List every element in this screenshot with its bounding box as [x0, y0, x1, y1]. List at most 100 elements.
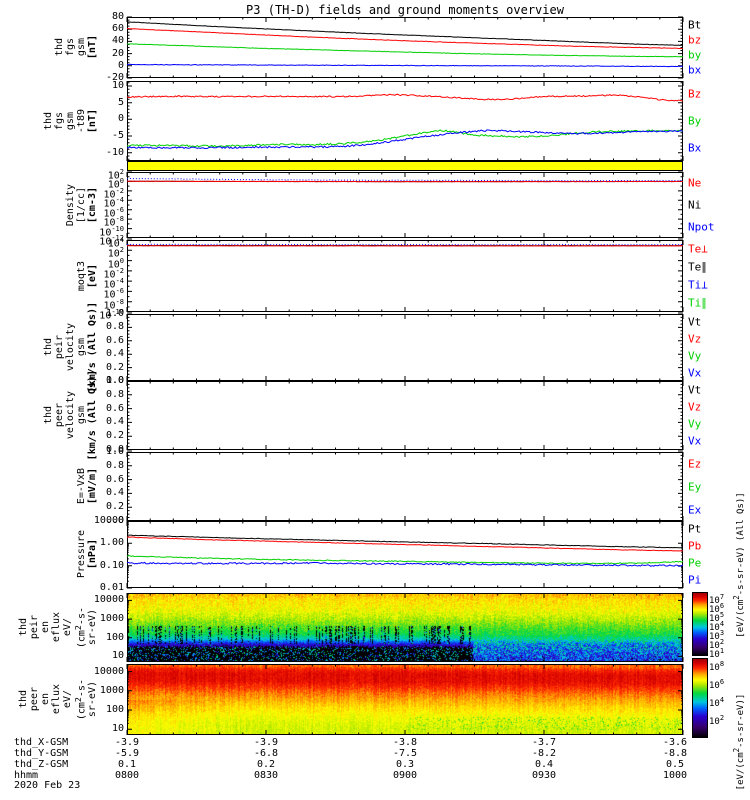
legend-label-bx: bx — [688, 63, 702, 77]
axis-row-value: 0.4 — [534, 759, 554, 770]
y-tick-label: 10-8 — [103, 215, 124, 229]
ylabel-line: peer — [28, 687, 40, 712]
ylabel-line: eflux — [50, 612, 62, 643]
ylabel-line: moqt3 — [76, 260, 87, 292]
axis-row-label-hhmm: hhmm — [14, 770, 39, 781]
date-label: 2020 Feb 23 — [14, 780, 81, 791]
axis-row-value: 0.2 — [256, 759, 276, 770]
y-tick-label: 80 — [111, 11, 124, 22]
series-by — [126, 43, 683, 58]
ylabel-line: thd — [43, 111, 54, 131]
panel-ylabel-peer-velocity: thd peer velocity gsm [km/s (All Qs)] — [26, 370, 98, 460]
y-tick-label: 10-2 — [103, 187, 124, 201]
legend-label-Pi: Pi — [688, 573, 702, 587]
y-tick-label: 1.0 — [105, 446, 124, 457]
legend-label-Ti∥: Ti∥ — [688, 296, 707, 310]
y-tick-label: 1.0 — [105, 308, 124, 319]
axis-row-label-thd_X-GSM: thd_X-GSM — [14, 737, 69, 748]
series-By — [126, 129, 684, 148]
y-tick-label: 10.00 — [93, 515, 124, 526]
y-tick-label: 5 — [117, 97, 124, 108]
ylabel-line: gsm — [76, 38, 87, 57]
axis-row-value: 0830 — [253, 770, 279, 781]
y-tick-label: 102 — [107, 246, 124, 260]
ylabel-line: velocity — [65, 323, 76, 372]
legend-label-Te⊥: Te⊥ — [688, 242, 708, 256]
y-tick-label: 0.6 — [105, 335, 124, 346]
series-Tiperp — [126, 243, 684, 246]
y-tick-label: 10 — [111, 650, 124, 661]
axis-row-value: -8.2 — [531, 748, 557, 759]
y-tick-label: 0.6 — [105, 403, 124, 414]
y-tick-label: 10-8 — [103, 298, 124, 312]
legend-label-Pe: Pe — [688, 556, 702, 570]
y-tick-label: 0.0 — [105, 444, 124, 455]
axis-row-value: 0900 — [392, 770, 418, 781]
y-tick-label: 100 — [105, 704, 124, 715]
ylabel-line: Density — [65, 183, 76, 227]
y-tick-label: 1000 — [99, 685, 124, 696]
y-tick-label: 0.0 — [105, 515, 124, 526]
colorbar-unit-label: [eV/(cm2-s-sr-eV)] — [732, 693, 746, 791]
ylabel-line: gsm — [76, 406, 87, 425]
ylabel-line: peir — [54, 335, 65, 360]
spectrogram-canvas-peir-en-eflux — [128, 594, 683, 662]
axis-row-value: -6.8 — [253, 748, 279, 759]
y-tick-label: 0 — [117, 60, 124, 71]
legend-label-Pt: Pt — [688, 522, 702, 536]
panel-frame-peer-velocity — [127, 381, 683, 450]
ylabel-line: gsm — [76, 338, 87, 357]
y-tick-label: 10000 — [93, 666, 124, 677]
y-tick-label: 0.2 — [105, 501, 124, 512]
axis-row-value: 0.5 — [665, 759, 685, 770]
legend-label-Pb: Pb — [688, 539, 702, 553]
y-tick-label: 0.01 — [99, 582, 124, 593]
y-tick-label: 20 — [111, 48, 124, 59]
legend-label-Npot: Npot — [688, 220, 715, 234]
y-tick-label: -10 — [105, 147, 124, 158]
panel-ticks-efield — [126, 451, 684, 522]
colorbar-tick-label: 107 — [709, 593, 725, 606]
y-tick-label: 1000 — [99, 613, 124, 624]
colorbar-tick-label: 102 — [709, 638, 725, 651]
y-tick-label: 0.2 — [105, 430, 124, 441]
colorbar-1 — [692, 658, 708, 738]
series-Pt — [126, 534, 684, 549]
series-Npot — [126, 177, 683, 182]
panel-frame-peir-velocity — [127, 314, 683, 381]
axis-row-value: -3.8 — [392, 737, 418, 748]
y-tick-label: 100 — [107, 177, 124, 191]
axis-row-label-thd_Y-GSM: thd_Y-GSM — [14, 748, 69, 759]
panel-ylabel-fgs-gsm-t89: thd fgs gsm -t89 [nT] — [26, 81, 98, 161]
colorbar-0 — [692, 592, 708, 656]
legend-label-Vx: Vx — [688, 366, 702, 380]
y-tick-label: 10-4 — [103, 277, 124, 291]
y-tick-label: 100 — [105, 632, 124, 643]
ylabel-line: peir — [28, 615, 40, 640]
panel-frame-moqt3 — [127, 240, 683, 312]
y-tick-label: 10-10 — [99, 225, 124, 239]
y-tick-label: 0 — [117, 113, 124, 124]
legend-label-Ez: Ez — [688, 457, 702, 471]
axis-row-value: 0800 — [114, 770, 140, 781]
spectrogram-canvas-peer-en-eflux — [128, 665, 683, 735]
colorbar-tick-label: 104 — [709, 696, 725, 709]
panel-frame-fgs-gsm — [127, 17, 683, 78]
series-Bt — [126, 21, 684, 46]
legend-label-Ni: Ni — [688, 198, 702, 212]
ylabel-line: thd — [54, 38, 65, 57]
panel-frame-efield — [127, 452, 683, 521]
y-tick-label: 40 — [111, 35, 124, 46]
y-tick-label: 10-6 — [103, 206, 124, 220]
legend-label-by: by — [688, 48, 702, 62]
colorbar-tick-label: 105 — [709, 611, 725, 624]
ylabel-line: -t89 — [76, 108, 87, 134]
series-Ni — [127, 180, 684, 183]
colorbar-tick-label: 104 — [709, 620, 725, 633]
y-tick-label: 10 — [111, 80, 124, 91]
y-tick-label: -20 — [105, 72, 124, 83]
series-bx — [126, 63, 684, 68]
ylabel-line: E=-VxB — [76, 468, 87, 505]
legend-label-By: By — [688, 114, 702, 128]
panel-ticks-density — [126, 171, 684, 239]
